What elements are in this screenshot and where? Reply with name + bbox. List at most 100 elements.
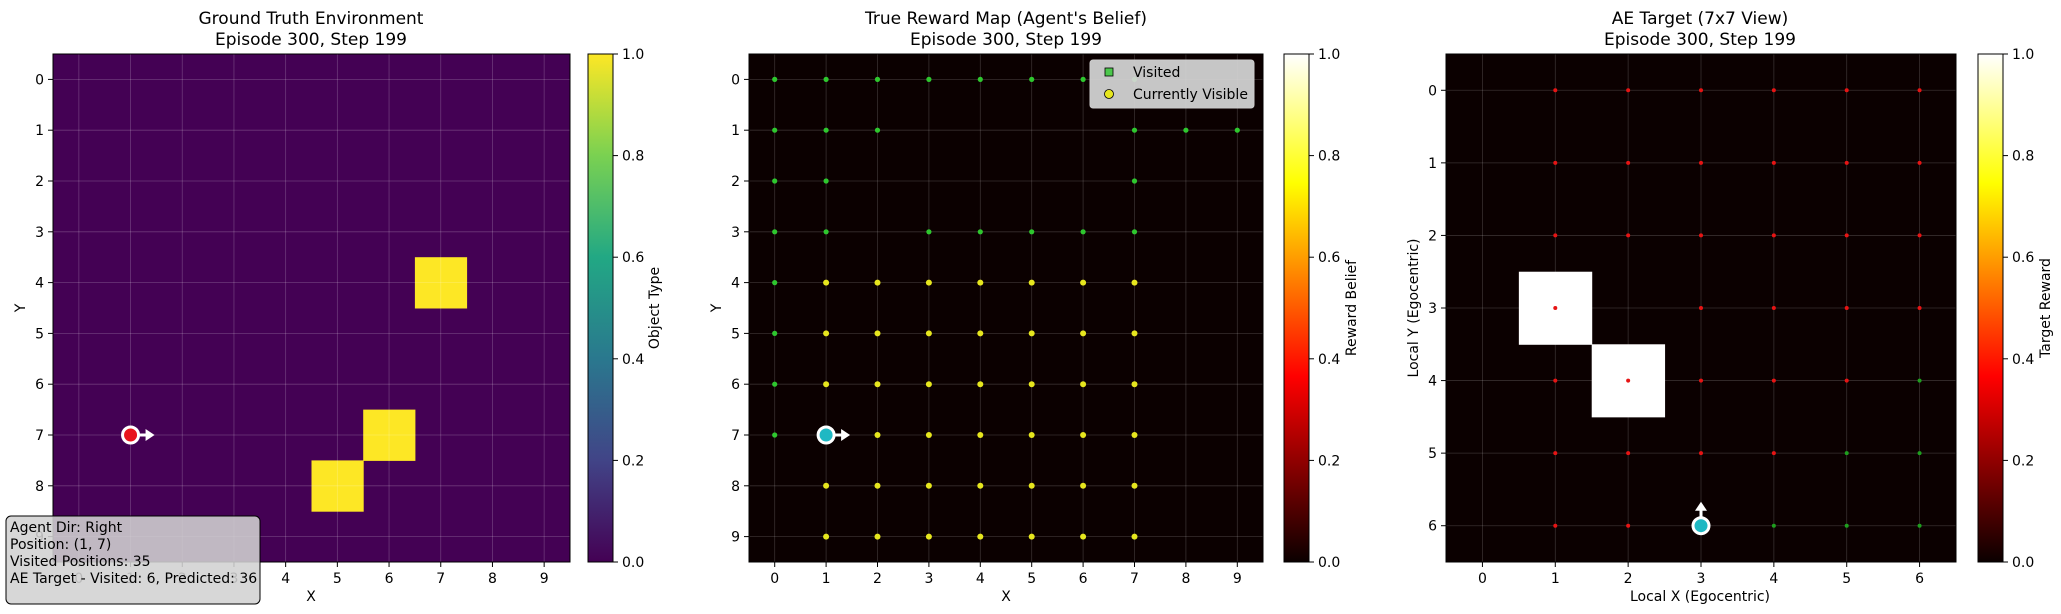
info-line-position: Position: (1, 7) bbox=[10, 537, 111, 553]
panel1-x-tick-label: 7 bbox=[436, 571, 445, 587]
panel2-visible-dot bbox=[1131, 533, 1138, 540]
panel2-visible-dot bbox=[823, 381, 830, 388]
panel2-visited-dot bbox=[823, 229, 829, 235]
panel3-red-dot bbox=[1699, 88, 1703, 93]
panel2-visited-dot bbox=[1131, 178, 1138, 184]
panel3-colorbar-label: Target Reward bbox=[2038, 258, 2054, 359]
panel2-colorbar-tick-label: 0.0 bbox=[1318, 555, 1340, 571]
panel2-visited-dot bbox=[1029, 76, 1035, 82]
panel2-visited-dot bbox=[823, 76, 829, 82]
panel2-y-tick-label: 8 bbox=[731, 479, 740, 495]
panel3-y-tick-label: 0 bbox=[1428, 83, 1437, 99]
panel3-colorbar-tick-label: 0.6 bbox=[2012, 250, 2034, 266]
panel2-visible-dot bbox=[925, 482, 932, 489]
panel1-x-tick-label: 6 bbox=[385, 571, 394, 587]
panel2-visible-dot bbox=[1028, 330, 1035, 337]
panel2-title-line2: Episode 300, Step 199 bbox=[910, 30, 1102, 50]
panel3-y-tick-label: 3 bbox=[1428, 301, 1437, 317]
panel1-colorbar-tick-label: 0.0 bbox=[622, 555, 644, 571]
panel2-visible-dot bbox=[1080, 330, 1087, 337]
panel3-green-dot bbox=[1917, 451, 1922, 456]
panel1-cell bbox=[414, 257, 468, 309]
panel3-green-dot bbox=[1917, 378, 1922, 383]
panel3-x-tick-label: 1 bbox=[1551, 571, 1560, 587]
panel-ae-target: AE Target (7x7 View) Episode 300, Step 1… bbox=[1406, 9, 2054, 605]
panel2-visible-dot bbox=[977, 279, 984, 286]
panel2-visited-dot bbox=[1131, 127, 1138, 133]
panel1-colorbar-tick-label: 0.2 bbox=[622, 453, 644, 469]
panel3-red-dot bbox=[1771, 88, 1776, 93]
panel3-green-dot bbox=[1844, 451, 1849, 456]
panel3-red-dot bbox=[1917, 160, 1922, 165]
panel1-y-tick-label: 2 bbox=[35, 174, 44, 190]
panel3-title-line2: Episode 300, Step 199 bbox=[1604, 30, 1796, 50]
panel2-y-ticks: 0 1 2 3 4 5 6 7 8 9 bbox=[731, 72, 749, 546]
panel1-x-tick-label: 5 bbox=[333, 571, 342, 587]
panel2-visible-dot bbox=[977, 432, 984, 438]
panel3-red-dot bbox=[1626, 523, 1631, 528]
panel3-red-dot bbox=[1626, 233, 1631, 238]
panel2-visible-dot bbox=[823, 279, 830, 286]
panel1-agent-arrow-head bbox=[145, 429, 155, 441]
panel2-visited-dot bbox=[772, 178, 778, 184]
legend-visible-marker bbox=[1104, 89, 1114, 99]
panel3-y-ticks: 0 1 2 3 4 5 6 bbox=[1428, 83, 1446, 535]
panel2-visited-dot bbox=[1183, 127, 1189, 133]
panel2-colorbar-ticks: 0.0 0.2 0.4 0.6 0.8 1.0 bbox=[1309, 47, 1340, 571]
panel2-agent-marker bbox=[816, 425, 836, 445]
panel3-colorbar-tick-label: 0.0 bbox=[2012, 555, 2034, 571]
panel2-visible-dot bbox=[977, 330, 984, 337]
panel2-visible-dot bbox=[823, 533, 830, 540]
panel2-x-tick-label: 5 bbox=[1027, 571, 1036, 587]
panel2-visible-dot bbox=[1080, 381, 1087, 388]
panel2-visible-dot bbox=[977, 482, 984, 489]
panel2-x-tick-label: 1 bbox=[822, 571, 831, 587]
panel2-visited-dot bbox=[1080, 76, 1086, 82]
panel2-x-tick-label: 8 bbox=[1181, 571, 1190, 587]
panel1-agent-marker bbox=[121, 425, 141, 445]
panel2-y-tick-label: 5 bbox=[731, 326, 740, 342]
panel3-colorbar-tick-label: 0.2 bbox=[2012, 453, 2034, 469]
legend-visited-marker bbox=[1104, 67, 1114, 77]
panel2-visible-dot bbox=[874, 330, 881, 337]
panel1-ylabel: Y bbox=[13, 303, 29, 313]
panel3-red-dot bbox=[1844, 306, 1849, 310]
panel3-red-dot bbox=[1699, 160, 1703, 165]
panel2-visited-dot bbox=[1080, 229, 1086, 235]
panel3-red-dot bbox=[1553, 233, 1558, 238]
panel2-visited-dot bbox=[772, 330, 778, 336]
panel1-colorbar-tick-label: 0.6 bbox=[622, 250, 644, 266]
panel2-y-tick-label: 1 bbox=[731, 123, 740, 139]
panel2-visible-dot bbox=[1028, 279, 1035, 286]
panel2-y-tick-label: 0 bbox=[731, 72, 740, 88]
panel2-y-tick-label: 4 bbox=[731, 276, 740, 292]
panel1-colorbar-label: Object Type bbox=[647, 267, 663, 349]
panel2-x-tick-label: 4 bbox=[976, 571, 985, 587]
panel1-y-tick-label: 5 bbox=[35, 326, 44, 342]
panel1-x-tick-label: 9 bbox=[540, 571, 549, 587]
panel2-visible-dot bbox=[1080, 533, 1087, 540]
panel2-colorbar-label: Reward Belief bbox=[1344, 259, 1360, 356]
panel2-x-tick-label: 2 bbox=[873, 571, 882, 587]
panel2-visible-dot bbox=[1028, 482, 1035, 489]
panel2-visible-dot bbox=[925, 381, 932, 388]
panel1-colorbar-ticks: 0.0 0.2 0.4 0.6 0.8 1.0 bbox=[613, 47, 644, 571]
panel2-visited-dot bbox=[772, 381, 778, 387]
panel3-red-dot bbox=[1844, 160, 1849, 165]
panel3-y-tick-label: 2 bbox=[1428, 228, 1437, 244]
panel3-red-dot bbox=[1626, 88, 1631, 93]
panel2-x-ticks: 0 1 2 3 4 5 6 7 8 9 bbox=[770, 562, 1242, 587]
panel2-visited-dot bbox=[823, 127, 829, 133]
panel2-x-tick-label: 6 bbox=[1079, 571, 1088, 587]
panel3-colorbar-tick-label: 1.0 bbox=[2012, 47, 2034, 63]
panel3-colorbar-tick-label: 0.8 bbox=[2012, 149, 2034, 165]
panel2-agent-arrow-head bbox=[841, 429, 851, 441]
panel1-title-line2: Episode 300, Step 199 bbox=[215, 30, 407, 50]
panel2-colorbar bbox=[1283, 53, 1310, 563]
panel2-visible-dot bbox=[1080, 279, 1087, 286]
panel1-colorbar bbox=[587, 53, 614, 563]
panel3-colorbar-ticks: 0.0 0.2 0.4 0.6 0.8 1.0 bbox=[2003, 47, 2034, 571]
panel2-colorbar-tick-label: 0.6 bbox=[1318, 250, 1340, 266]
info-line-dir: Agent Dir: Right bbox=[10, 520, 123, 536]
